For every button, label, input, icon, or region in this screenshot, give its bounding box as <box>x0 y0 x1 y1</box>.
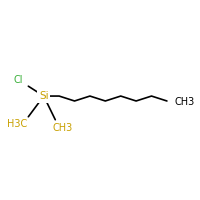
Text: CH3: CH3 <box>175 97 195 107</box>
Text: Cl: Cl <box>14 75 23 85</box>
Text: CH3: CH3 <box>53 123 73 133</box>
Text: Si: Si <box>39 91 49 101</box>
Text: H3C: H3C <box>7 119 27 129</box>
